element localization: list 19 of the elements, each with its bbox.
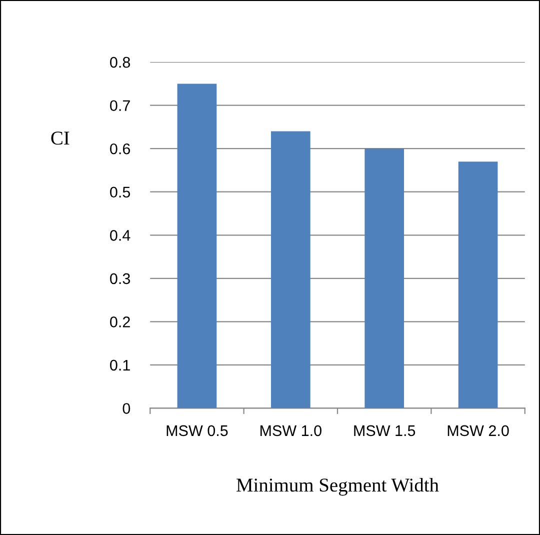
y-tick-label: 0.6 [110,143,130,154]
y-tick-label: 0.1 [110,360,130,371]
y-axis-title: CI [51,132,70,145]
y-tick-label: 0.2 [110,316,130,328]
bar [177,84,217,408]
x-tick-label: MSW 0.5 [166,425,228,436]
y-tick-label: 0.8 [110,56,130,68]
x-axis-title: Minimum Segment Width [236,478,439,496]
y-tick-label: 0.3 [110,273,130,284]
x-tick-label: MSW 1.0 [260,425,322,436]
bar [458,162,498,408]
bar [270,131,310,408]
bar [364,148,404,408]
y-tick-label: 0.7 [110,100,130,112]
x-tick-label: MSW 1.5 [354,425,416,436]
x-tick-label: MSW 2.0 [448,425,509,436]
y-tick-label: 0.5 [110,186,130,198]
y-tick-label: 0.4 [110,230,130,241]
y-tick-label: 0 [122,403,130,414]
